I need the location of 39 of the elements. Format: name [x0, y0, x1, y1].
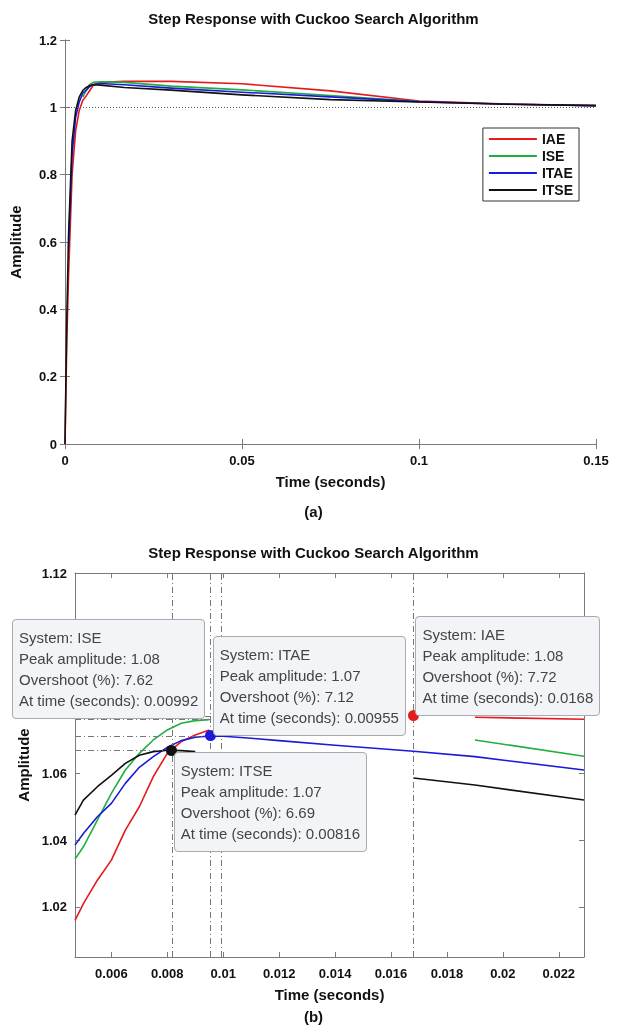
y-tick-label: 0.6 [38, 234, 57, 250]
x-tick-label: 0.018 [430, 966, 464, 981]
text: (a) [303, 503, 324, 520]
x-tick-label: 0.016 [374, 966, 408, 981]
y-tick-label: 1.06 [41, 765, 67, 781]
y-tick-label: 0.8 [38, 167, 57, 183]
y-tick-label: 0.2 [38, 369, 57, 385]
x-tick-label: 0.014 [318, 966, 353, 981]
x-tick-label: 0.15 [583, 453, 609, 468]
annotation: System: IAE Peak amplitude: 1.08 Overshoot (%): 7.72 At time (seconds): 0.0168 [415, 615, 601, 716]
legend-label: ISE [541, 148, 565, 164]
x-tick-label: 0.05 [229, 453, 255, 468]
y-tick-label: 0 [49, 436, 57, 452]
legend-label: ITSE [541, 182, 574, 198]
y-axis-title: Amplitude [7, 205, 24, 279]
x-axis-title: Time (seconds) [275, 473, 386, 490]
y-tick-label: 1 [49, 99, 57, 115]
x-tick-label: 0.022 [542, 966, 576, 981]
y-tick-label: 1.2 [38, 32, 57, 48]
y-tick-label: 1.04 [41, 832, 68, 848]
legend-label: ITAE [541, 165, 573, 181]
x-axis-title: Time (seconds) [274, 986, 385, 1003]
x-tick-label: 0.02 [490, 966, 516, 981]
y-tick-label: 1.02 [41, 899, 67, 915]
annotation: System: ITAE Peak amplitude: 1.07 Overshoot (%): 7.12 At time (seconds): 0.00955 [212, 635, 406, 736]
y-tick-label: 0.4 [38, 301, 58, 317]
x-tick-label: 0.008 [151, 966, 184, 981]
x-tick-label: 0.01 [210, 966, 236, 981]
chart-title: Step Response with Cuckoo Search Algorithm [148, 544, 479, 561]
annotation: System: ISE Peak amplitude: 1.08 Overshoot (%): 7.62 At time (seconds): 0.00992 [11, 619, 206, 720]
text: (b) [302, 1008, 325, 1025]
y-axis-title: Amplitude [14, 728, 32, 802]
annotation: System: ITSE Peak amplitude: 1.07 Overshoot (%): 6.69 At time (seconds): 0.00816 [173, 752, 368, 853]
x-tick-label: 0.006 [95, 966, 128, 981]
legend-label: IAE [541, 131, 566, 147]
y-tick-label: 1.12 [41, 565, 67, 581]
x-tick-label: 0.012 [262, 966, 296, 981]
chart-title: Step Response with Cuckoo Search Algorithm [148, 10, 479, 27]
x-tick-label: 0.1 [409, 453, 429, 468]
